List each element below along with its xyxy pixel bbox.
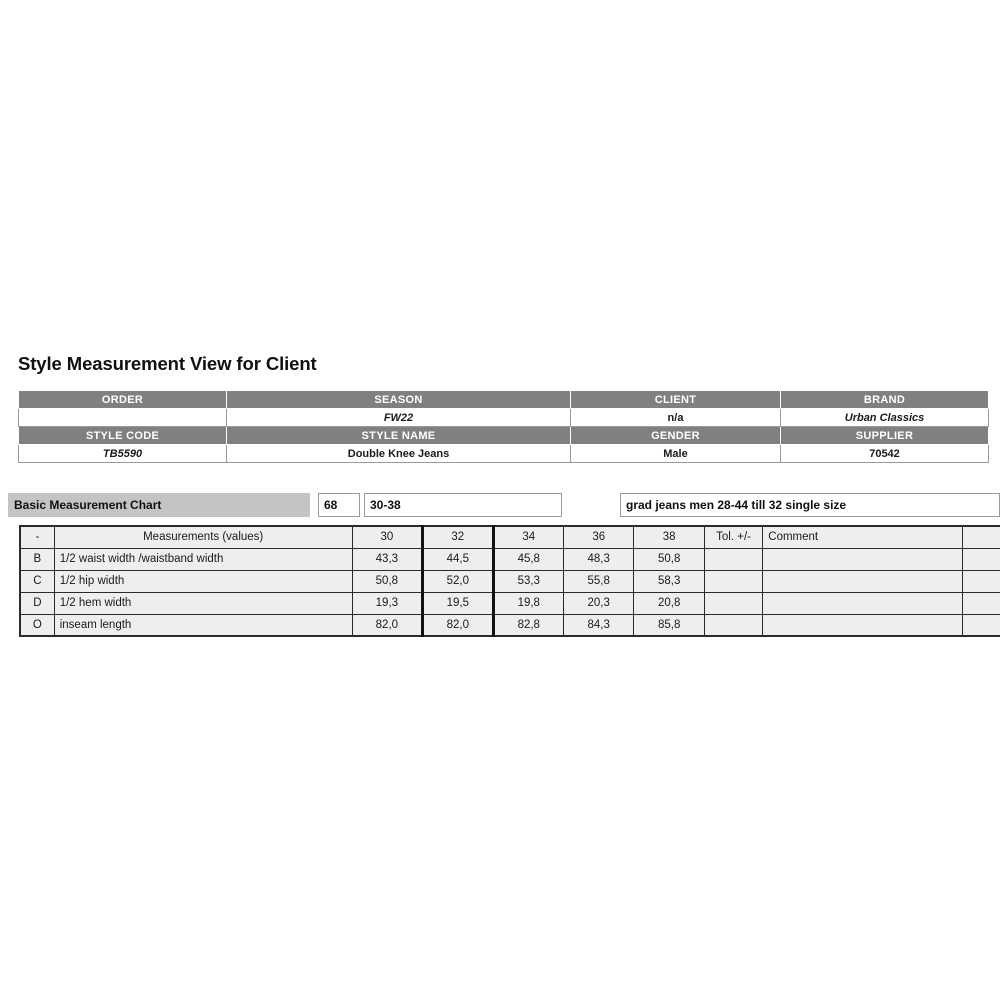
cell-extra[interactable] — [961, 613, 1000, 637]
info-value-style-name: Double Knee Jeans — [226, 444, 571, 463]
size-range-field[interactable]: 30-38 — [364, 493, 562, 517]
cell-extra[interactable] — [961, 547, 1000, 571]
row-code: O — [18, 613, 55, 637]
header-size-32[interactable]: 32 — [421, 525, 495, 549]
info-header-season: SEASON — [226, 390, 571, 409]
info-value-row-2: TB5590 Double Knee Jeans Male 70542 — [18, 444, 989, 463]
style-info-table: ORDER SEASON CLIENT BRAND FW22 n/a Urban… — [18, 390, 989, 463]
basic-measurement-chart-bar: Basic Measurement Chart 68 30-38 grad je… — [8, 493, 1000, 517]
header-size-38[interactable]: 38 — [633, 525, 705, 549]
info-value-supplier: 70542 — [780, 444, 989, 463]
info-value-season: FW22 — [226, 408, 571, 427]
cell-size-38[interactable]: 50,8 — [633, 547, 705, 571]
row-measurement-name: 1/2 waist width /waistband width — [53, 547, 353, 571]
header-comment: Comment — [762, 525, 963, 549]
cell-size-34[interactable]: 53,3 — [492, 569, 564, 593]
cell-extra[interactable] — [961, 591, 1000, 615]
info-value-brand: Urban Classics — [780, 408, 989, 427]
cell-size-38[interactable]: 58,3 — [633, 569, 705, 593]
cell-comment[interactable] — [762, 591, 963, 615]
row-code: B — [18, 547, 55, 571]
info-value-gender: Male — [570, 444, 781, 463]
info-value-client: n/a — [570, 408, 781, 427]
cell-size-32[interactable]: 52,0 — [421, 569, 495, 593]
cell-size-32[interactable]: 19,5 — [421, 591, 495, 615]
info-value-row-1: FW22 n/a Urban Classics — [18, 408, 989, 427]
info-header-style-code: STYLE CODE — [18, 426, 227, 445]
row-code: C — [18, 569, 55, 593]
measurement-table: - Measurements (values) 30 32 34 36 38 T… — [18, 525, 1000, 637]
cell-comment[interactable] — [762, 569, 963, 593]
info-header-order: ORDER — [18, 390, 227, 409]
info-value-style-code: TB5590 — [18, 444, 227, 463]
header-code: - — [18, 525, 55, 549]
table-row: O inseam length 82,0 82,0 82,8 84,3 85,8 — [18, 613, 1000, 637]
cell-size-32[interactable]: 82,0 — [421, 613, 495, 637]
basic-measurement-chart-label: Basic Measurement Chart — [8, 493, 310, 517]
table-row: B 1/2 waist width /waistband width 43,3 … — [18, 547, 1000, 571]
info-header-client: CLIENT — [570, 390, 781, 409]
info-header-gender: GENDER — [570, 426, 781, 445]
cell-size-36[interactable]: 48,3 — [562, 547, 635, 571]
row-measurement-name: 1/2 hem width — [53, 591, 353, 615]
info-header-brand: BRAND — [780, 390, 989, 409]
grading-note-field[interactable]: grad jeans men 28-44 till 32 single size — [620, 493, 1000, 517]
base-size-field[interactable]: 68 — [318, 493, 360, 517]
info-value-order — [18, 408, 227, 427]
info-header-supplier: SUPPLIER — [780, 426, 989, 445]
info-header-style-name: STYLE NAME — [226, 426, 571, 445]
cell-size-30[interactable]: 50,8 — [351, 569, 424, 593]
cell-size-38[interactable]: 20,8 — [633, 591, 705, 615]
info-header-row-1: ORDER SEASON CLIENT BRAND — [18, 390, 989, 409]
info-header-row-2: STYLE CODE STYLE NAME GENDER SUPPLIER — [18, 426, 989, 445]
cell-size-30[interactable]: 43,3 — [351, 547, 424, 571]
cell-size-38[interactable]: 85,8 — [633, 613, 705, 637]
header-size-34[interactable]: 34 — [492, 525, 564, 549]
cell-size-30[interactable]: 19,3 — [351, 591, 424, 615]
cell-size-32[interactable]: 44,5 — [421, 547, 495, 571]
table-row: C 1/2 hip width 50,8 52,0 53,3 55,8 58,3 — [18, 569, 1000, 593]
header-extra — [961, 525, 1000, 549]
row-measurement-name: inseam length — [53, 613, 353, 637]
cell-tolerance[interactable] — [703, 547, 764, 571]
header-measurements: Measurements (values) — [53, 525, 353, 549]
cell-extra[interactable] — [961, 569, 1000, 593]
cell-tolerance[interactable] — [703, 569, 764, 593]
cell-size-34[interactable]: 19,8 — [492, 591, 564, 615]
page-title: Style Measurement View for Client — [18, 353, 317, 374]
row-measurement-name: 1/2 hip width — [53, 569, 353, 593]
cell-comment[interactable] — [762, 613, 963, 637]
header-tolerance: Tol. +/- — [703, 525, 764, 549]
cell-size-36[interactable]: 55,8 — [562, 569, 635, 593]
cell-tolerance[interactable] — [703, 613, 764, 637]
cell-size-34[interactable]: 82,8 — [492, 613, 564, 637]
cell-size-36[interactable]: 84,3 — [562, 613, 635, 637]
cell-comment[interactable] — [762, 547, 963, 571]
cell-tolerance[interactable] — [703, 591, 764, 615]
measurement-header-row: - Measurements (values) 30 32 34 36 38 T… — [18, 525, 1000, 549]
header-size-30[interactable]: 30 — [351, 525, 424, 549]
row-code: D — [18, 591, 55, 615]
table-row: D 1/2 hem width 19,3 19,5 19,8 20,3 20,8 — [18, 591, 1000, 615]
cell-size-36[interactable]: 20,3 — [562, 591, 635, 615]
cell-size-34[interactable]: 45,8 — [492, 547, 564, 571]
cell-size-30[interactable]: 82,0 — [351, 613, 424, 637]
header-size-36[interactable]: 36 — [562, 525, 635, 549]
